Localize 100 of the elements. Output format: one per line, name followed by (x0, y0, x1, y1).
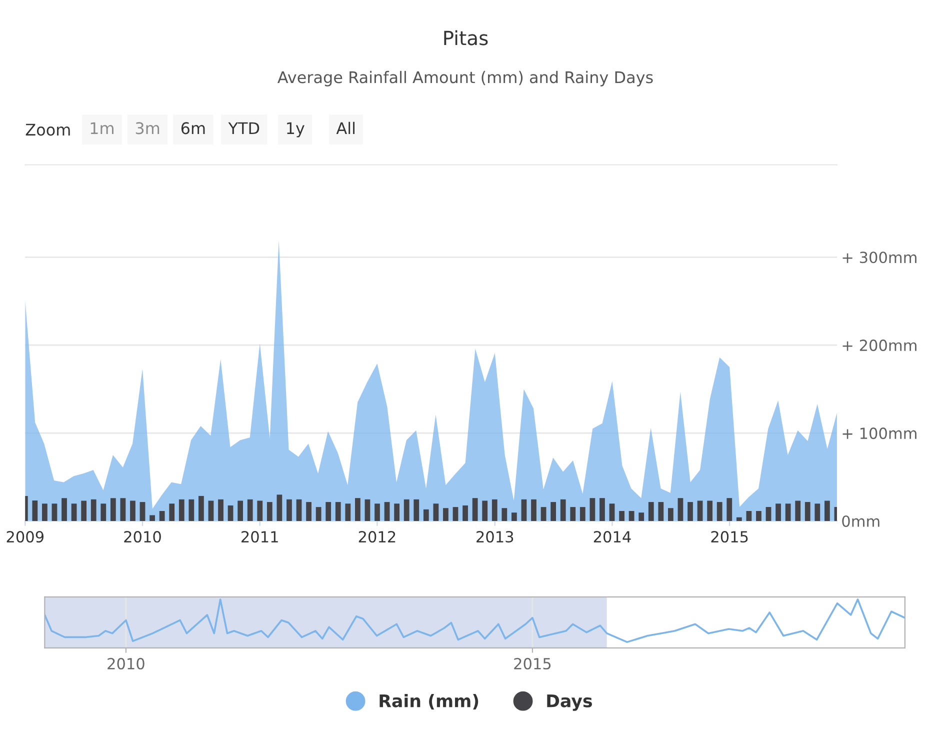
bar (756, 510, 762, 522)
bar (90, 499, 96, 522)
bar (707, 500, 713, 522)
text: YTD (228, 122, 260, 134)
bar (100, 504, 106, 522)
bar (736, 517, 742, 522)
bar (550, 502, 556, 522)
bar (512, 512, 517, 522)
bar (81, 500, 87, 522)
bar (716, 502, 722, 522)
bar (423, 509, 429, 522)
x-tick-label: 2014 (594, 530, 631, 543)
x-tick-label: 2012 (358, 530, 396, 543)
bar (306, 502, 312, 522)
bar (326, 502, 332, 522)
bar (814, 504, 820, 522)
bar (824, 500, 830, 522)
bar (638, 512, 644, 522)
bar (404, 499, 410, 522)
bar (746, 510, 752, 522)
bar (296, 499, 302, 522)
x-tick-label: 2015 (711, 530, 748, 543)
bar (688, 502, 693, 522)
bar (228, 505, 234, 522)
bar (286, 499, 292, 522)
bar (208, 500, 214, 522)
bar (795, 500, 801, 522)
bar (628, 510, 634, 522)
bar (433, 504, 439, 522)
bar (335, 502, 341, 522)
legend-label: Days (547, 694, 592, 711)
bar (316, 507, 322, 522)
bar (238, 500, 244, 522)
bar (619, 510, 624, 522)
bar (492, 499, 498, 522)
bar (580, 507, 586, 522)
bar (697, 500, 703, 522)
x-tick-label: 2015 (514, 658, 551, 670)
bar (452, 507, 458, 522)
bar (472, 498, 478, 522)
bar (658, 502, 664, 522)
bar (32, 500, 38, 522)
bar (384, 502, 390, 522)
bar (560, 499, 566, 522)
bar (374, 504, 380, 522)
bar (52, 504, 58, 522)
bar (276, 494, 282, 522)
x-tick-label: 2009 (6, 530, 44, 543)
bar (266, 502, 272, 522)
bar (678, 498, 684, 522)
bar (218, 499, 224, 522)
bar (482, 500, 488, 522)
bar (648, 502, 654, 522)
chart-title: Pitas (444, 30, 488, 46)
bar (71, 504, 77, 522)
text: 1y (287, 122, 304, 138)
bar (169, 504, 175, 522)
bar (766, 507, 772, 522)
text: Zoom (26, 124, 70, 136)
bar (159, 510, 165, 522)
bar (188, 499, 194, 522)
bar (668, 508, 674, 522)
bar (600, 498, 605, 522)
bar (726, 498, 732, 522)
bar (120, 498, 126, 522)
bar (364, 499, 370, 522)
bar (531, 499, 536, 522)
bar (609, 504, 615, 522)
y-tick-label: + 300mm (842, 252, 916, 264)
bar (355, 498, 360, 522)
bar (394, 504, 400, 522)
bar (521, 499, 527, 522)
bar (443, 508, 448, 522)
bar (570, 507, 576, 522)
bar (178, 499, 184, 522)
bar (462, 505, 468, 522)
legend-label: Rain (mm) (380, 694, 478, 710)
bar (414, 499, 420, 522)
y-tick-label: 0mm (842, 515, 880, 528)
bar (140, 502, 146, 522)
bar (110, 498, 116, 522)
x-tick-label: 2011 (242, 530, 278, 543)
text: 6m (181, 122, 205, 134)
bar (62, 498, 67, 522)
x-tick-label: 2010 (124, 530, 161, 543)
bar (130, 500, 136, 522)
y-tick-label: + 200mm (842, 340, 916, 352)
x-tick-label: 2013 (476, 530, 514, 543)
bar (540, 507, 546, 522)
bar (804, 502, 810, 522)
bar (785, 504, 791, 522)
x-tick-label: 2010 (108, 658, 144, 670)
bar (257, 500, 263, 522)
bar (345, 504, 351, 522)
text: 1m (90, 122, 114, 134)
y-tick-label: + 100mm (842, 428, 916, 440)
bar (150, 515, 155, 522)
bar (502, 508, 508, 522)
text: All (336, 122, 355, 134)
bar (776, 504, 781, 522)
